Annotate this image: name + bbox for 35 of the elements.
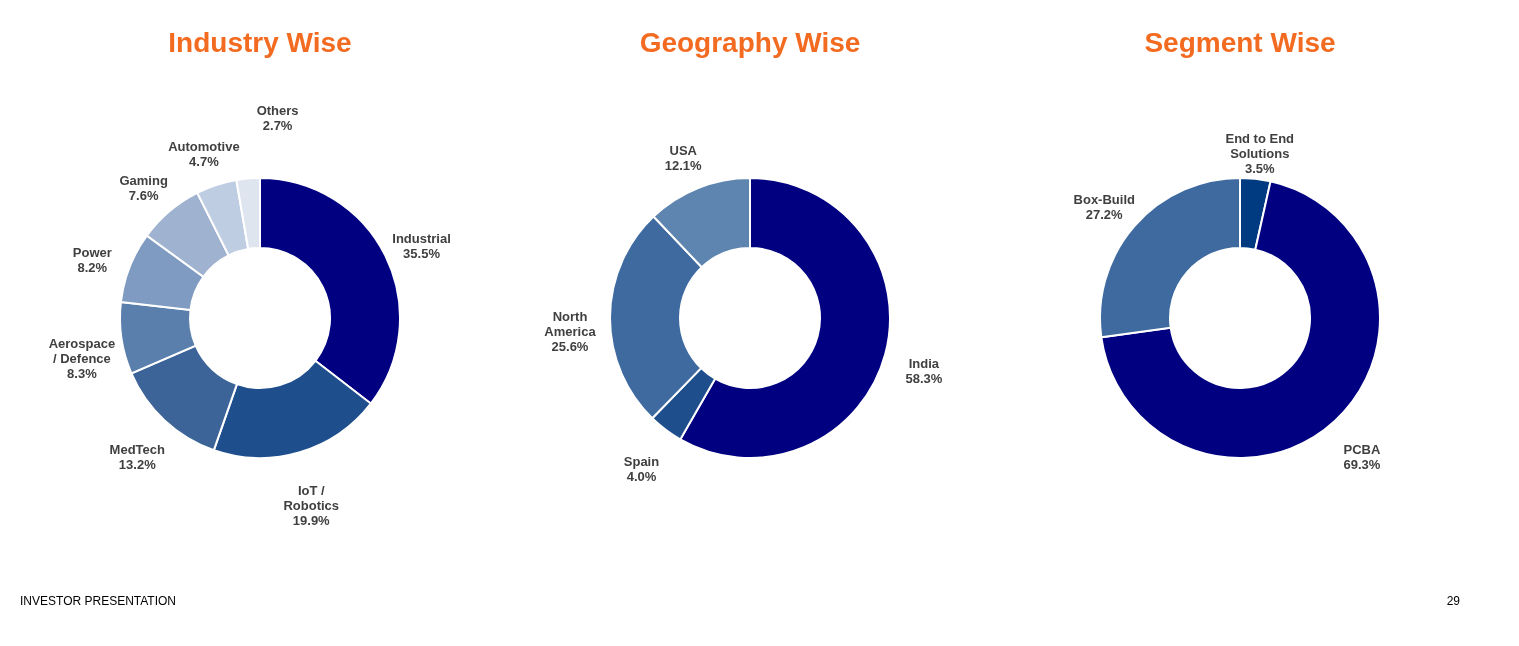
data-label: 7.6% (128, 187, 159, 203)
slice-label: Automotive (168, 138, 240, 154)
data-label: 12.1% (664, 157, 703, 173)
data-label: 19.9% (292, 512, 331, 528)
slice-label: Others (256, 102, 299, 118)
data-label: 35.5% (403, 245, 441, 261)
data-label: 4.0% (626, 468, 657, 484)
data-label: 27.2% (1085, 206, 1124, 222)
chart-title: Segment Wise (1144, 27, 1336, 58)
slice-label: Power (72, 244, 112, 260)
slice-label: Spain (623, 453, 660, 469)
data-label: 4.7% (189, 153, 220, 169)
data-label: 8.2% (77, 259, 108, 275)
slice-label: PCBA (1343, 442, 1381, 458)
data-label: 2.7% (262, 117, 293, 133)
slice-label: India (908, 356, 940, 372)
slice-label: Industrial (392, 230, 451, 246)
data-label: 69.3% (1343, 457, 1381, 473)
data-label: 25.6% (551, 338, 589, 354)
slice-label: Gaming (119, 172, 168, 188)
text: 29 (1446, 594, 1461, 608)
slice-label: End to End Solutions (1225, 131, 1295, 162)
text: INVESTOR PRESENTATION (20, 594, 177, 608)
slice-label: North America (544, 308, 597, 339)
slice-label: USA (669, 142, 698, 158)
chart-title: Industry Wise (168, 27, 352, 58)
slice-label: Aerospace / Defence (48, 336, 116, 367)
slice-label: Box-Build (1073, 191, 1135, 207)
data-label: 58.3% (905, 371, 943, 387)
slice-label: IoT / Robotics (283, 482, 340, 513)
data-label: 8.3% (67, 366, 98, 382)
slice-label: MedTech (109, 441, 166, 457)
chart-title: Geography Wise (639, 27, 861, 58)
data-label: 13.2% (118, 456, 157, 472)
data-label: 3.5% (1244, 161, 1275, 177)
